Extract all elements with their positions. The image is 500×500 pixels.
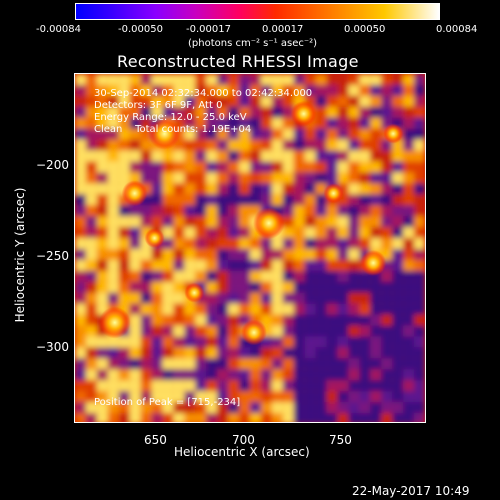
rhessi-image [74, 73, 426, 423]
y-axis-label: Heliocentric Y (arcsec) [13, 187, 27, 323]
image-title: Reconstructed RHESSI Image [117, 52, 359, 71]
plot-timestamp: 22-May-2017 10:49 [352, 484, 470, 498]
colorbar-tick: -0.00050 [118, 24, 163, 35]
colorbar-tick: 0.00084 [436, 24, 478, 35]
peak-position: Position of Peak = [715,-234] [94, 397, 241, 408]
heatmap [75, 74, 425, 422]
y-tick: −250 [36, 249, 69, 263]
colorbar [75, 3, 440, 20]
detectors: Detectors: 3F 6F 9F, Att 0 [94, 100, 223, 111]
colorbar-tick: -0.00017 [186, 24, 231, 35]
clean-counts: Clean Total counts: 1.19E+04 [94, 124, 252, 135]
y-tick: −200 [36, 158, 69, 172]
x-axis-label: Heliocentric X (arcsec) [174, 445, 310, 459]
x-tick: 700 [232, 433, 255, 447]
x-tick: 650 [144, 433, 167, 447]
colorbar-tick: 0.00017 [262, 24, 304, 35]
colorbar-tick: -0.00084 [36, 24, 81, 35]
y-tick: −300 [36, 340, 69, 354]
colorbar-tick: 0.00050 [344, 24, 386, 35]
time-range: 30-Sep-2014 02:32:34.000 to 02:42:34.000 [94, 88, 313, 99]
x-tick: 750 [329, 433, 352, 447]
colorbar-units: (photons cm⁻² s⁻¹ asec⁻²) [188, 38, 318, 49]
energy-range: Energy Range: 12.0 - 25.0 keV [94, 112, 247, 123]
